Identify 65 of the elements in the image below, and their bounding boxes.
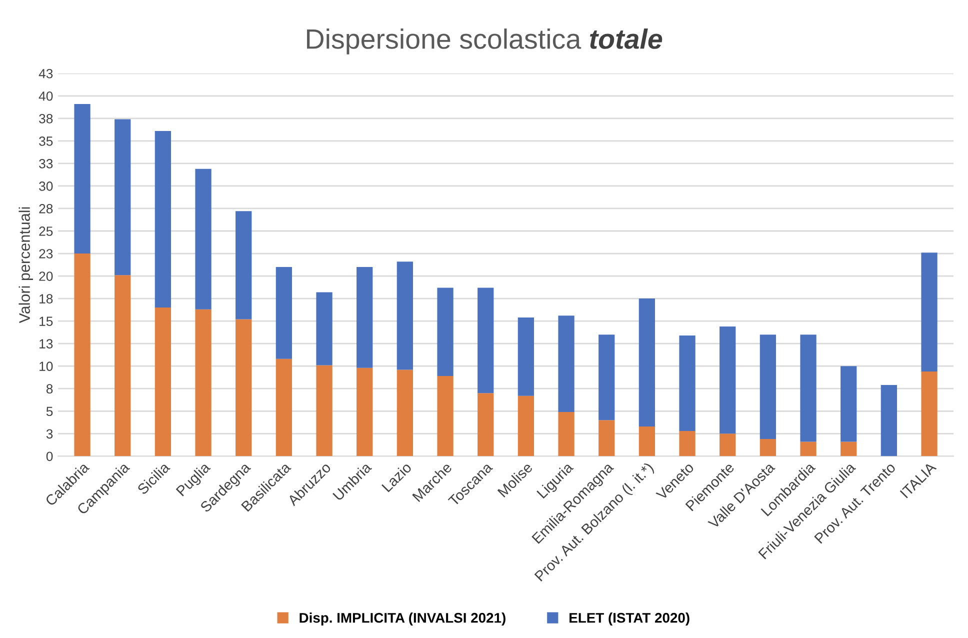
bar [760,334,776,440]
bar [598,420,615,456]
bar [638,298,656,426]
y-tick-label: 13 [40,339,53,348]
bar [154,308,172,456]
y-tick-label: 18 [40,294,53,304]
bar [638,426,656,456]
bar [840,442,857,456]
y-tick-label: 43 [38,68,53,78]
bar [316,292,332,366]
bar [558,412,574,456]
bar [276,267,292,359]
bar [800,334,816,442]
bar [356,368,373,456]
chart-title: Dispersione scolastica totale [307,28,662,54]
bar [720,434,736,456]
bar [437,288,454,376]
bar [921,372,938,456]
bar [236,319,252,456]
y-tick-label: 5 [46,406,53,416]
bar [356,267,373,368]
bar [236,211,252,320]
bar [598,334,615,420]
bar [518,396,534,456]
bar [558,316,574,412]
bar [74,254,90,456]
bar [679,335,696,431]
y-tick-label: 3 [46,429,53,439]
bar [316,365,332,456]
y-tick-label: 35 [39,136,53,146]
bar [760,439,776,456]
bar [720,326,736,434]
bar [195,168,212,310]
y-tick-label: 30 [39,182,53,191]
y-tick-label: 25 [39,226,53,236]
bar [114,275,131,456]
bar [74,104,90,254]
bar [478,288,494,394]
bar [840,366,857,442]
bar [478,393,494,456]
legend-label: ELET (ISTAT 2020) [570,612,690,626]
bar [114,119,131,276]
bar [800,442,816,456]
bar [921,252,938,372]
bar [437,376,454,456]
y-tick-label: 23 [39,249,53,258]
y-axis-title: Valori percentuali [18,207,33,324]
y-tick-label: 28 [39,204,53,214]
bar [880,385,898,456]
bar [154,131,172,308]
bar [679,430,696,456]
y-tick-label: 8 [46,384,53,394]
bar [518,317,534,396]
bar [396,262,414,370]
y-tick-label: 38 [39,114,53,124]
bar [396,370,414,456]
y-tick-label: 10 [40,362,53,372]
y-tick-label: 20 [39,272,53,281]
bar [195,309,212,456]
legend-label: Disp. IMPLICITA (INVALSI 2021) [300,612,506,626]
bar [276,358,292,456]
y-tick-label: 33 [39,159,53,168]
y-tick-label: 0 [46,452,53,462]
y-tick-label: 40 [38,91,53,101]
y-tick-label: 15 [40,316,53,326]
